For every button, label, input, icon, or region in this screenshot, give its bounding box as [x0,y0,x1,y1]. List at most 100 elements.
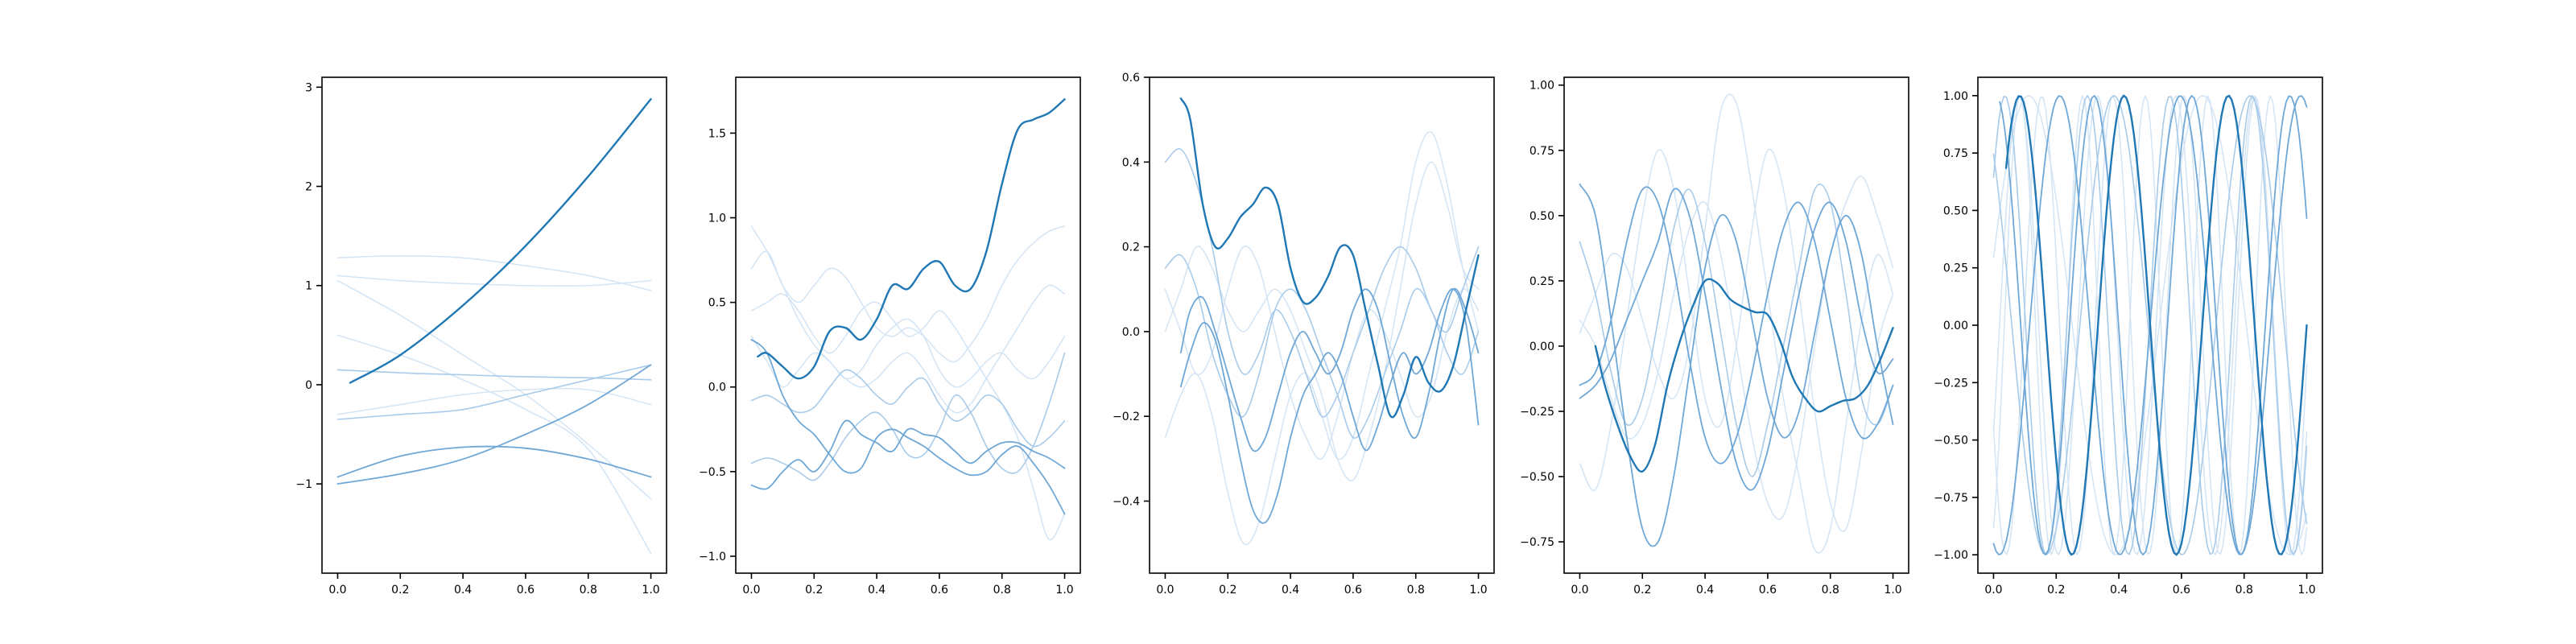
x-tick-label: 0.4 [1282,584,1299,597]
series-line-7 [336,255,652,291]
x-tick-label: 1.0 [642,584,659,597]
series-line-4 [1164,148,1480,418]
series-line-3 [1579,186,1894,464]
y-tick-label: −0.75 [1934,492,1968,505]
x-tick-label: 0.2 [1219,584,1236,597]
x-tick-label: 1.0 [1055,584,1073,597]
series-line-8 [1992,95,2308,555]
x-tick-label: 0.6 [2173,584,2190,597]
y-tick-label: −0.25 [1520,406,1554,419]
x-tick-label: 0.8 [580,584,597,597]
series-line-1 [757,98,1066,380]
y-tick-label: 0.6 [1122,72,1140,85]
series-line-4 [750,352,1066,481]
x-tick-label: 0.8 [1407,584,1425,597]
series-line-6 [1579,148,1894,532]
x-tick-label: 0.8 [1822,584,1839,597]
subplot-1: 0.0 0.2 0.4 0.6 0.8 1.0 −1 0 1 2 3 [295,76,667,597]
y-tick-label: 1.00 [1530,80,1554,93]
x-tick-label: 0.0 [1156,584,1174,597]
series-line-9 [750,318,1066,388]
y-tick-label: −0.5 [699,466,726,479]
series-line-10 [336,387,652,415]
series-line-2 [1579,184,1894,547]
series-line-8 [750,293,1066,541]
y-tick-label: 0.0 [708,382,726,394]
y-tick-label: −0.25 [1934,377,1968,390]
series-line-2 [750,419,1066,490]
axes-frame [1563,76,1909,574]
y-tick-label: 0.5 [708,297,726,310]
series-line-6 [336,275,652,287]
y-tick-label: −0.50 [1520,471,1554,484]
y-tick-label: 0.25 [1943,262,1968,275]
subplot-2: 0.0 0.2 0.4 0.6 0.8 1.0 −1.0 −0.5 0.0 0.5 1.0 1.5 [699,76,1081,597]
series-line-6 [1164,131,1480,546]
y-tick-label: 0.00 [1943,320,1968,332]
series-line-1 [349,97,652,384]
series-line-1 [2004,94,2308,556]
x-tick-label: 0.6 [1759,584,1777,597]
series-group [1992,94,2308,556]
x-tick-label: 0.0 [742,584,760,597]
y-tick-label: −1.00 [1934,549,1968,562]
x-tick-label: 0.2 [1633,584,1651,597]
y-tick-label: −1.0 [699,551,726,564]
x-tick-label: 1.0 [1469,584,1487,597]
x-tick-label: 0.2 [805,584,823,597]
series-line-1 [1179,97,1480,419]
y-tick-label: 0.75 [1530,145,1554,158]
y-tick-label: −0.75 [1520,536,1554,549]
series-group [750,98,1066,541]
series-line-2 [1180,288,1480,524]
x-tick-label: 0.4 [2110,584,2128,597]
series-group [336,97,652,555]
series-group [1164,97,1480,546]
x-tick-label: 0.8 [993,584,1011,597]
series-line-3 [1180,287,1480,452]
x-tick-label: 1.0 [1884,584,1901,597]
y-tick-label: 0.4 [1122,156,1140,169]
y-tick-label: 0.25 [1530,275,1554,288]
series-line-6 [750,225,1066,414]
x-tick-label: 0.0 [1984,584,2002,597]
series-line-8 [1164,246,1480,460]
y-tick-label: 0.2 [1122,242,1140,254]
y-tick-label: 1.00 [1943,90,1968,103]
series-line-5 [750,369,1066,448]
y-tick-label: 0.75 [1943,147,1968,160]
series-line-7 [750,225,1066,363]
series-line-9 [336,334,652,555]
x-tick-label: 1.0 [2297,584,2315,597]
x-tick-label: 0.2 [391,584,409,597]
y-tick-label: −0.4 [1113,495,1140,508]
x-tick-label: 0.6 [1344,584,1362,597]
x-tick-label: 0.4 [868,584,886,597]
x-tick-label: 0.8 [2235,584,2253,597]
series-line-9 [1992,95,2308,555]
y-tick-label: 1.0 [708,212,726,225]
axes-frame [1149,76,1495,574]
series-line-2 [1999,95,2308,556]
x-tick-label: 0.4 [454,584,472,597]
y-tick-label: 3 [305,81,312,94]
series-line-8 [1579,175,1894,520]
y-tick-label: 0 [305,379,312,392]
y-tick-label: 1 [305,280,312,293]
subplot-5: 0.0 0.2 0.4 0.6 0.8 1.0 −1.00 −0.75 −0.50 −0.25 0.… [1934,76,2323,597]
series-line-1 [1594,278,1894,473]
x-tick-label: 0.0 [328,584,346,597]
y-tick-label: −0.50 [1934,435,1968,448]
series-line-5 [1164,254,1480,439]
x-tick-label: 0.6 [931,584,948,597]
series-line-2 [336,445,652,478]
series-line-3 [750,339,1066,515]
y-tick-label: 0.0 [1122,326,1140,339]
y-tick-label: 0.50 [1530,210,1554,223]
series-line-5 [1579,184,1894,477]
y-tick-label: 2 [305,181,312,194]
series-group [1579,93,1894,554]
series-line-8 [336,279,652,500]
subplot-3: 0.0 0.2 0.4 0.6 0.8 1.0 −0.4 −0.2 0.0 0.2 0.4 0.6 [1113,72,1495,597]
